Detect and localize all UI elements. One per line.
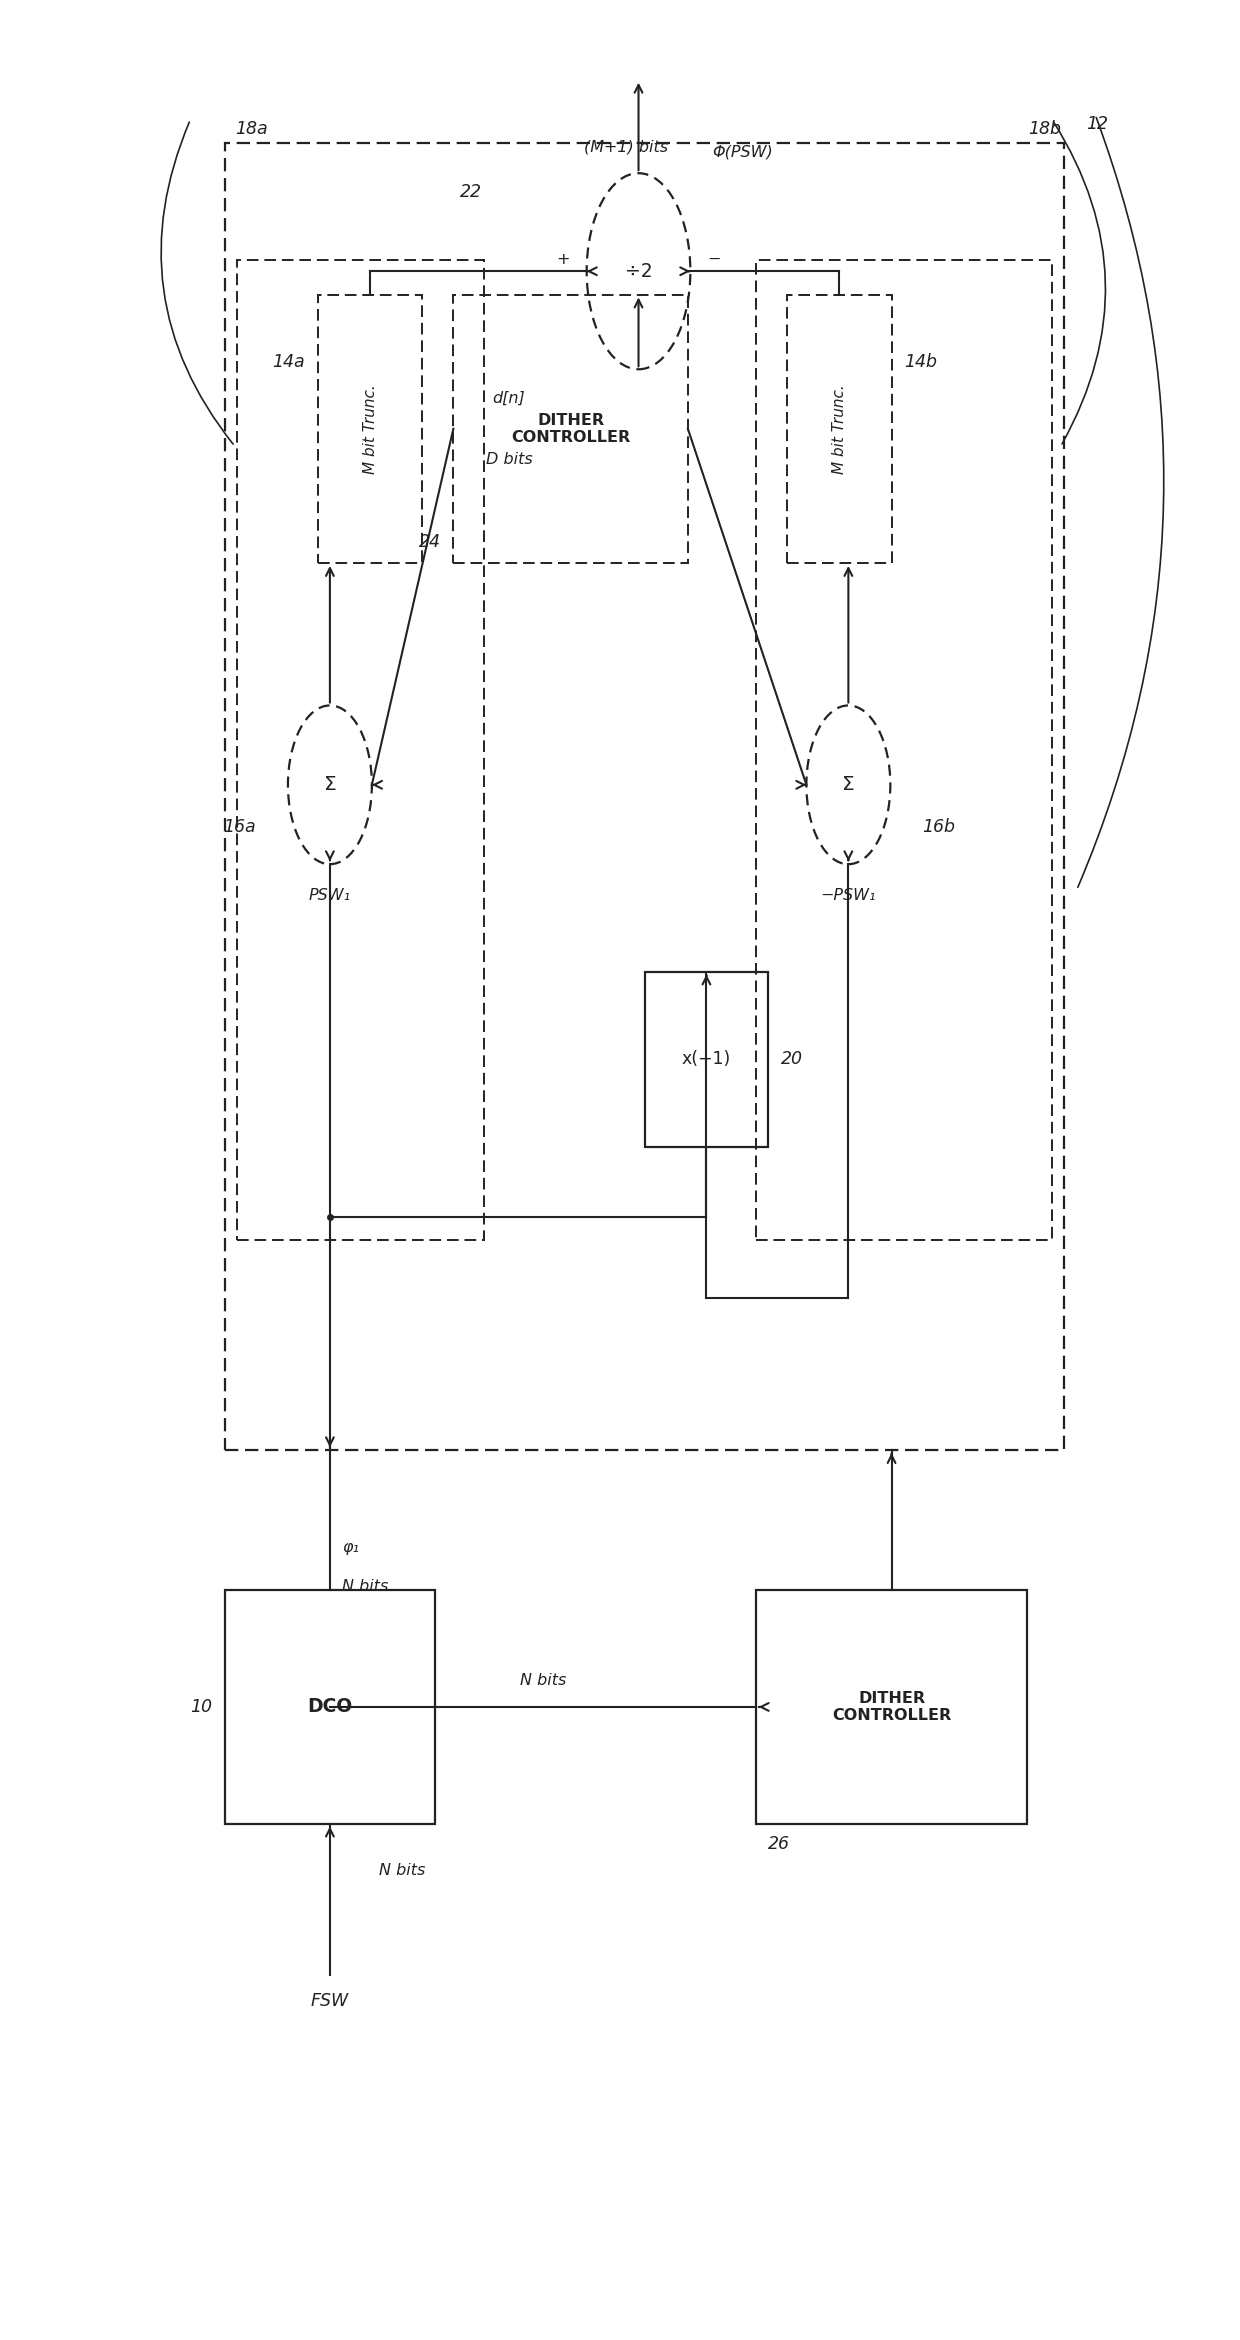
Text: φ₁: φ₁ bbox=[342, 1540, 360, 1556]
Text: N bits: N bits bbox=[379, 1863, 425, 1877]
Text: FSW: FSW bbox=[311, 1991, 348, 2010]
Text: DITHER
CONTROLLER: DITHER CONTROLLER bbox=[511, 412, 630, 445]
Text: DITHER
CONTROLLER: DITHER CONTROLLER bbox=[832, 1692, 951, 1722]
Text: PSW₁: PSW₁ bbox=[309, 887, 351, 903]
Text: Φ(PSW): Φ(PSW) bbox=[713, 145, 774, 159]
Text: 14b: 14b bbox=[904, 353, 937, 370]
Text: 12: 12 bbox=[1086, 115, 1109, 133]
Text: 14a: 14a bbox=[273, 353, 305, 370]
Text: ÷2: ÷2 bbox=[625, 262, 652, 281]
Text: DCO: DCO bbox=[308, 1696, 352, 1718]
Text: x(−1): x(−1) bbox=[682, 1051, 732, 1067]
Text: M bit Trunc.: M bit Trunc. bbox=[362, 384, 377, 473]
Text: 16b: 16b bbox=[923, 819, 956, 835]
Text: d[n]: d[n] bbox=[492, 391, 526, 405]
Text: 18b: 18b bbox=[1028, 119, 1060, 138]
Text: (M+1) bits: (M+1) bits bbox=[584, 140, 668, 154]
Text: +: + bbox=[556, 253, 569, 267]
Text: −: − bbox=[708, 253, 720, 267]
Text: 26: 26 bbox=[768, 1835, 790, 1853]
Text: −PSW₁: −PSW₁ bbox=[821, 887, 875, 903]
Text: M bit Trunc.: M bit Trunc. bbox=[832, 384, 847, 473]
Text: N bits: N bits bbox=[520, 1673, 565, 1687]
Text: 22: 22 bbox=[460, 183, 482, 201]
Text: Σ: Σ bbox=[324, 775, 336, 793]
Text: D bits: D bits bbox=[486, 452, 532, 468]
Text: 10: 10 bbox=[191, 1699, 212, 1715]
Text: Σ: Σ bbox=[842, 775, 854, 793]
Text: 24: 24 bbox=[419, 534, 441, 552]
Text: 16a: 16a bbox=[223, 819, 255, 835]
Text: 20: 20 bbox=[780, 1051, 802, 1067]
Text: N bits: N bits bbox=[342, 1580, 388, 1594]
Text: 18a: 18a bbox=[234, 119, 268, 138]
